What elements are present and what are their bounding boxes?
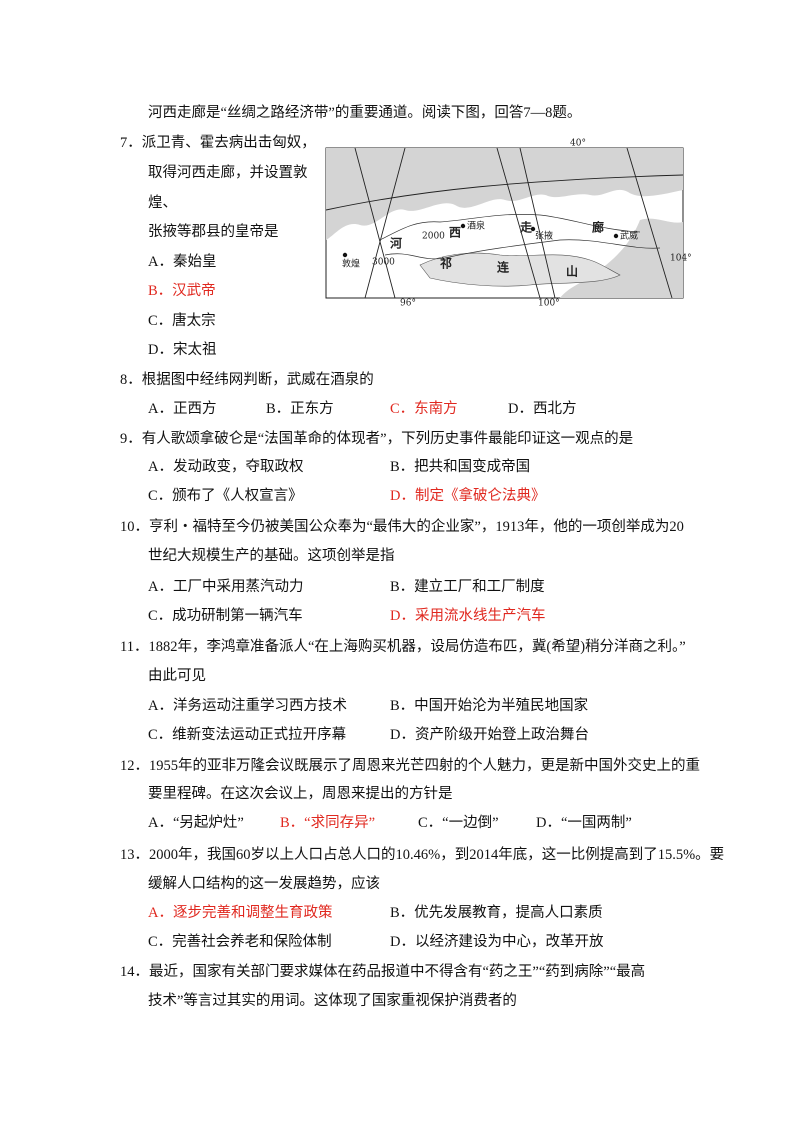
question-stem: 11．1882年，李鸿章准备派人“在上海购买机器，设局仿造布匹，冀(希望)稍分洋… — [120, 639, 686, 655]
map-label: 廊 — [592, 220, 604, 235]
map-label: 敦煌 — [342, 258, 360, 270]
city-dot — [613, 233, 619, 239]
map-label: 104° — [670, 254, 692, 264]
question-stem: 14．最近，国家有关部门要求媒体在药品报道中不得含有“药之王”“药到病除”“最高 — [120, 964, 646, 980]
map-label: 酒泉 — [467, 220, 485, 232]
map-label: 西 — [449, 226, 461, 240]
map-label: 张掖 — [535, 230, 553, 242]
question-stem: 世纪大规模生产的基础。这项创举是指 — [148, 548, 395, 564]
option: D．制定《拿破仑法典》 — [390, 488, 546, 504]
option: B．“求同存异” — [280, 815, 376, 831]
question-stem: 7．派卫青、霍去病出击匈奴， — [120, 135, 316, 151]
map-label: 武威 — [620, 230, 638, 242]
option: C．维新变法运动正式拉开序幕 — [148, 727, 347, 743]
option: C．东南方 — [390, 401, 458, 417]
question-stem: 13．2000年，我国60岁以上人口占总人口的10.46%，到2014年底，这一… — [120, 847, 725, 863]
option: B．把共和国变成帝国 — [390, 459, 531, 475]
question-stem: 取得河西走廊，并设置敦 — [148, 165, 308, 181]
desert-shape — [326, 148, 683, 240]
option: B．正东方 — [266, 401, 334, 417]
map-label: 100° — [538, 299, 560, 309]
map-label: 96° — [400, 299, 416, 309]
option: B．汉武帝 — [148, 283, 216, 299]
map-label: 河 — [389, 236, 402, 251]
map-label: 山 — [566, 264, 578, 279]
question-stem: 煌、 — [148, 195, 177, 211]
question-stem: 10．亨利・福特至今仍被美国公众奉为“最伟大的企业家”，1913年，他的一项创举… — [120, 519, 684, 535]
map-label: 走 — [520, 220, 532, 235]
map-label: 2000 — [422, 232, 445, 242]
map-label: 连 — [497, 260, 510, 275]
option: A．逐步完善和调整生育政策 — [148, 905, 333, 921]
question-stem: 缓解人口结构的这一发展趋势，应该 — [148, 876, 380, 892]
option: B．优先发展教育，提高人口素质 — [390, 905, 603, 921]
option: B．建立工厂和工厂制度 — [390, 579, 545, 595]
option: D．以经济建设为中心，改革开放 — [390, 934, 604, 950]
option: C．颁布了《人权宣言》 — [148, 488, 303, 504]
option: B．中国开始沦为半殖民地国家 — [390, 698, 589, 714]
option: D．宋太祖 — [148, 342, 217, 358]
graticule — [325, 147, 684, 299]
question-stem: 技术”等言过其实的用词。这体现了国家重视保护消费者的 — [148, 993, 517, 1009]
city-dot — [530, 226, 536, 232]
option: C．“一边倒” — [418, 815, 499, 831]
question-stem: 9．有人歌颂拿破仑是“法国革命的体现者”，下列历史事件最能印证这一观点的是 — [120, 431, 634, 447]
question-stem: 由此可见 — [148, 668, 206, 684]
question-stem: 8．根据图中经纬网判断，武威在酒泉的 — [120, 372, 374, 388]
option: A．发动政变，夺取政权 — [148, 459, 304, 475]
map-label: 3000 — [372, 258, 395, 268]
map-label: 40° — [570, 139, 586, 149]
city-dot — [342, 252, 348, 258]
option: A．“另起炉灶” — [148, 815, 244, 831]
question-stem: 张掖等郡县的皇帝是 — [148, 224, 279, 240]
contours — [379, 214, 661, 260]
option: D．西北方 — [508, 401, 577, 417]
map-label: 祁 — [440, 256, 452, 271]
option: D．“一国两制” — [536, 815, 632, 831]
option: A．工厂中采用蒸汽动力 — [148, 579, 304, 595]
intro: 河西走廊是“丝绸之路经济带”的重要通道。阅读下图，回答7—8题。 — [148, 105, 582, 121]
city-dot — [460, 223, 466, 229]
option: D．采用流水线生产汽车 — [390, 608, 546, 624]
option: C．成功研制第一辆汽车 — [148, 608, 303, 624]
option: C．唐太宗 — [148, 313, 216, 329]
option: A．洋务运动注重学习西方技术 — [148, 698, 347, 714]
option: A．秦始皇 — [148, 254, 217, 270]
qilian-shape — [419, 252, 621, 287]
map: 40° 96° 100° 104° 敦煌 酒泉 张掖 武威 2000 3000 … — [325, 139, 692, 309]
option: A．正西方 — [148, 401, 217, 417]
question-stem: 要里程碑。在这次会议上，周恩来提出的方针是 — [148, 786, 453, 802]
option: D．资产阶级开始登上政治舞台 — [390, 727, 589, 743]
option: C．完善社会养老和保险体制 — [148, 934, 332, 950]
question-stem: 12．1955年的亚非万隆会议既展示了周恩来光芒四射的个人魅力，更是新中国外交史… — [120, 758, 700, 774]
